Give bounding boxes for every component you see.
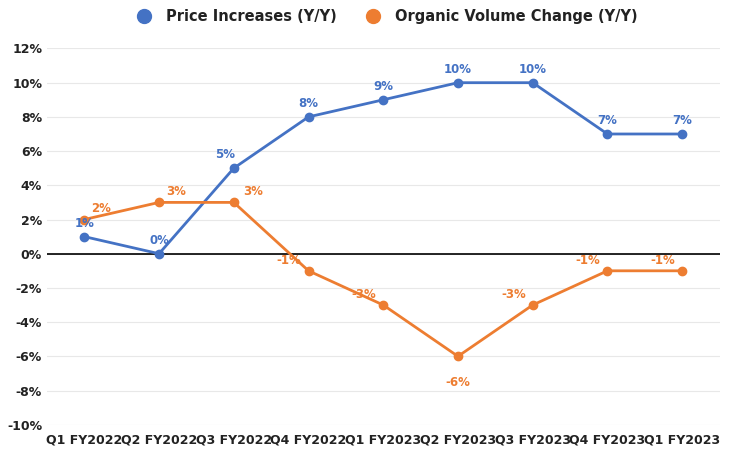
Text: 10%: 10% <box>519 63 547 76</box>
Text: -1%: -1% <box>276 254 301 267</box>
Text: -3%: -3% <box>501 288 526 301</box>
Text: 9%: 9% <box>373 80 393 93</box>
Text: 8%: 8% <box>298 97 319 110</box>
Text: 2%: 2% <box>91 202 111 215</box>
Text: 7%: 7% <box>597 114 617 127</box>
Text: 10%: 10% <box>444 63 472 76</box>
Text: 3%: 3% <box>243 185 263 198</box>
Text: 7%: 7% <box>672 114 692 127</box>
Text: 5%: 5% <box>216 148 235 161</box>
Text: -6%: -6% <box>446 376 471 389</box>
Text: -3%: -3% <box>351 288 376 301</box>
Text: 1%: 1% <box>74 217 95 230</box>
Text: -1%: -1% <box>650 254 675 267</box>
Text: 3%: 3% <box>166 185 185 198</box>
Legend: Price Increases (Y/Y), Organic Volume Change (Y/Y): Price Increases (Y/Y), Organic Volume Ch… <box>123 3 643 30</box>
Text: -1%: -1% <box>575 254 600 267</box>
Text: 0%: 0% <box>149 234 169 247</box>
